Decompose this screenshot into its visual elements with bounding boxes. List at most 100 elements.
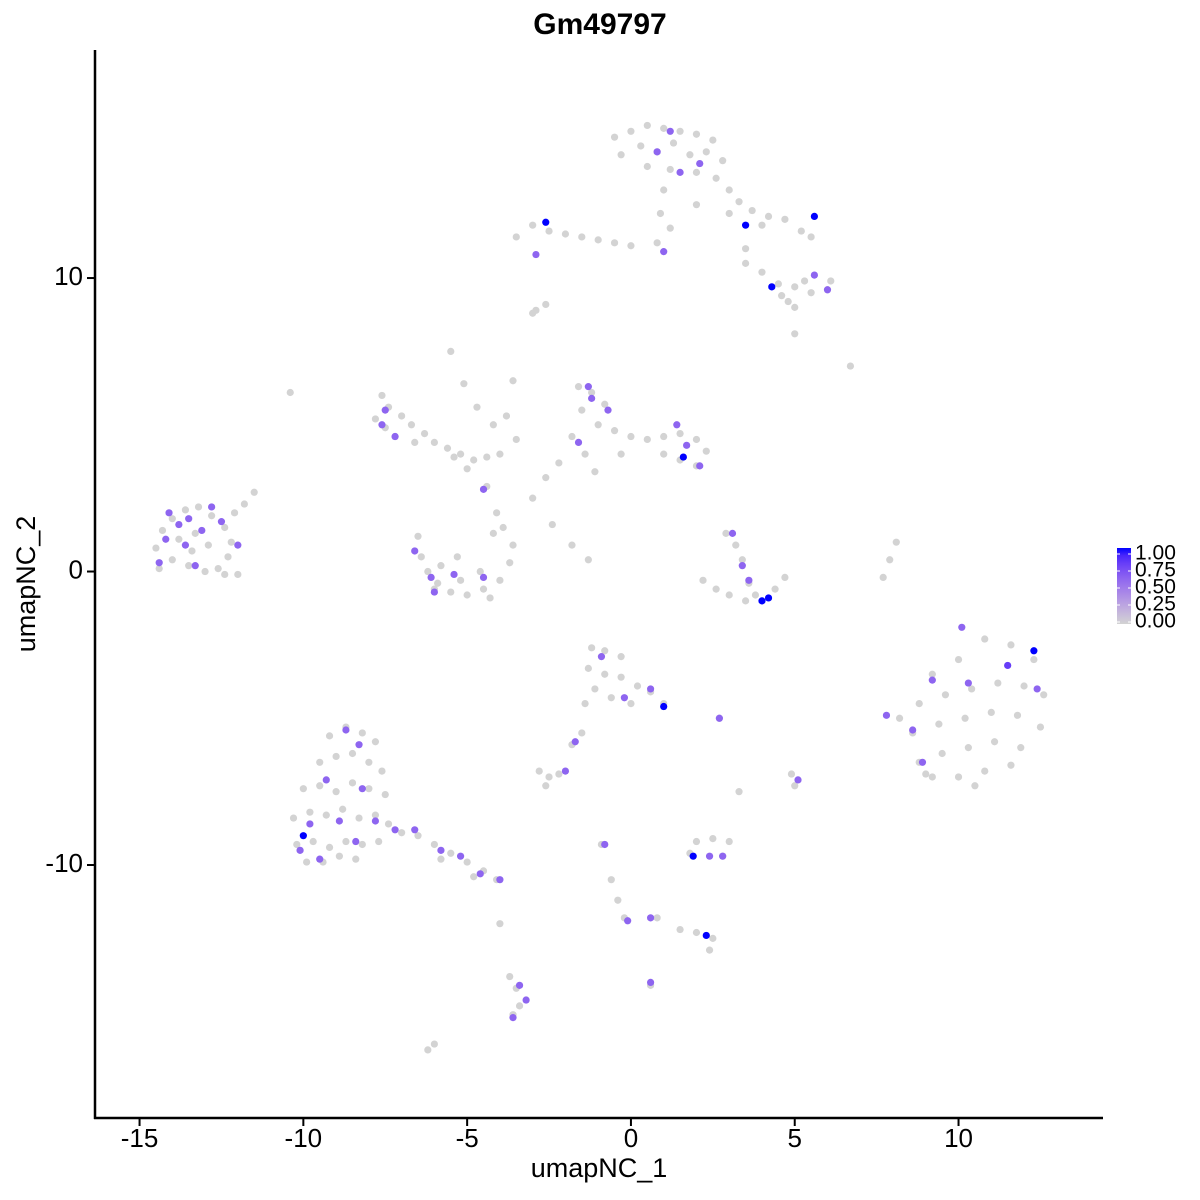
point bbox=[692, 201, 701, 209]
point bbox=[460, 380, 468, 388]
point bbox=[588, 394, 596, 402]
point bbox=[712, 585, 720, 593]
point bbox=[152, 544, 160, 552]
point bbox=[601, 400, 609, 408]
point bbox=[479, 585, 488, 593]
point bbox=[496, 920, 504, 928]
point bbox=[594, 236, 602, 244]
point bbox=[309, 837, 317, 846]
point bbox=[643, 121, 651, 130]
point bbox=[971, 782, 979, 790]
point bbox=[827, 277, 835, 285]
point bbox=[581, 699, 589, 708]
point bbox=[990, 738, 999, 746]
point bbox=[234, 541, 242, 549]
point bbox=[588, 388, 596, 397]
point bbox=[522, 996, 530, 1004]
point bbox=[791, 303, 799, 311]
x-axis-label: umapNC_1 bbox=[531, 1153, 668, 1183]
point bbox=[601, 670, 609, 678]
point bbox=[221, 570, 229, 579]
point bbox=[352, 837, 360, 846]
point bbox=[447, 588, 455, 596]
point bbox=[725, 837, 733, 846]
point bbox=[381, 790, 389, 799]
point bbox=[306, 820, 314, 828]
point bbox=[450, 453, 458, 461]
point bbox=[928, 676, 936, 684]
point bbox=[424, 1046, 432, 1054]
point bbox=[679, 453, 687, 461]
point bbox=[954, 655, 963, 664]
point bbox=[185, 562, 193, 570]
point bbox=[398, 829, 406, 837]
point bbox=[964, 679, 972, 687]
point bbox=[470, 456, 478, 464]
point bbox=[424, 567, 432, 576]
point bbox=[578, 729, 586, 737]
point bbox=[486, 594, 494, 602]
point bbox=[918, 758, 927, 766]
x-tick-label: -5 bbox=[456, 1123, 479, 1153]
point bbox=[696, 462, 704, 470]
point bbox=[954, 773, 963, 781]
y-tick-label: -10 bbox=[45, 848, 83, 878]
point bbox=[574, 383, 583, 391]
point bbox=[715, 714, 723, 722]
colorbar-label: 0.50 bbox=[1135, 576, 1176, 599]
point bbox=[555, 459, 563, 467]
point bbox=[601, 647, 609, 655]
point bbox=[420, 429, 429, 438]
point bbox=[699, 576, 707, 584]
point bbox=[588, 644, 596, 652]
point bbox=[637, 142, 645, 150]
point bbox=[371, 738, 380, 746]
point bbox=[296, 846, 304, 854]
point bbox=[378, 391, 386, 400]
point bbox=[447, 849, 455, 857]
point bbox=[430, 840, 438, 849]
point bbox=[1004, 661, 1012, 670]
point bbox=[764, 594, 773, 602]
point bbox=[745, 576, 753, 584]
point bbox=[791, 782, 799, 790]
point bbox=[325, 843, 334, 852]
point bbox=[709, 934, 717, 942]
point bbox=[725, 186, 733, 194]
point bbox=[293, 840, 301, 849]
point bbox=[493, 509, 501, 517]
point bbox=[676, 127, 684, 135]
point bbox=[676, 168, 684, 176]
point bbox=[846, 362, 855, 370]
point bbox=[443, 444, 452, 452]
colorbar-label: 0.00 bbox=[1135, 610, 1176, 633]
point bbox=[781, 573, 789, 581]
point bbox=[289, 814, 298, 822]
point bbox=[660, 702, 668, 711]
point bbox=[807, 233, 815, 241]
point bbox=[928, 670, 936, 678]
point bbox=[892, 538, 900, 546]
point bbox=[181, 541, 190, 549]
point bbox=[646, 685, 655, 693]
point bbox=[591, 685, 599, 693]
point bbox=[456, 576, 465, 584]
point bbox=[617, 653, 625, 661]
point bbox=[158, 526, 167, 535]
point bbox=[411, 826, 419, 834]
point bbox=[702, 931, 710, 940]
point bbox=[208, 503, 216, 511]
point bbox=[886, 556, 894, 564]
point bbox=[358, 729, 366, 737]
point bbox=[456, 852, 465, 860]
point bbox=[188, 547, 196, 555]
point bbox=[709, 835, 717, 843]
point bbox=[653, 914, 661, 922]
y-tick-label: 10 bbox=[54, 261, 83, 291]
point bbox=[545, 773, 553, 781]
point bbox=[656, 209, 665, 218]
point bbox=[358, 840, 366, 849]
point bbox=[430, 438, 438, 446]
point bbox=[476, 870, 484, 878]
